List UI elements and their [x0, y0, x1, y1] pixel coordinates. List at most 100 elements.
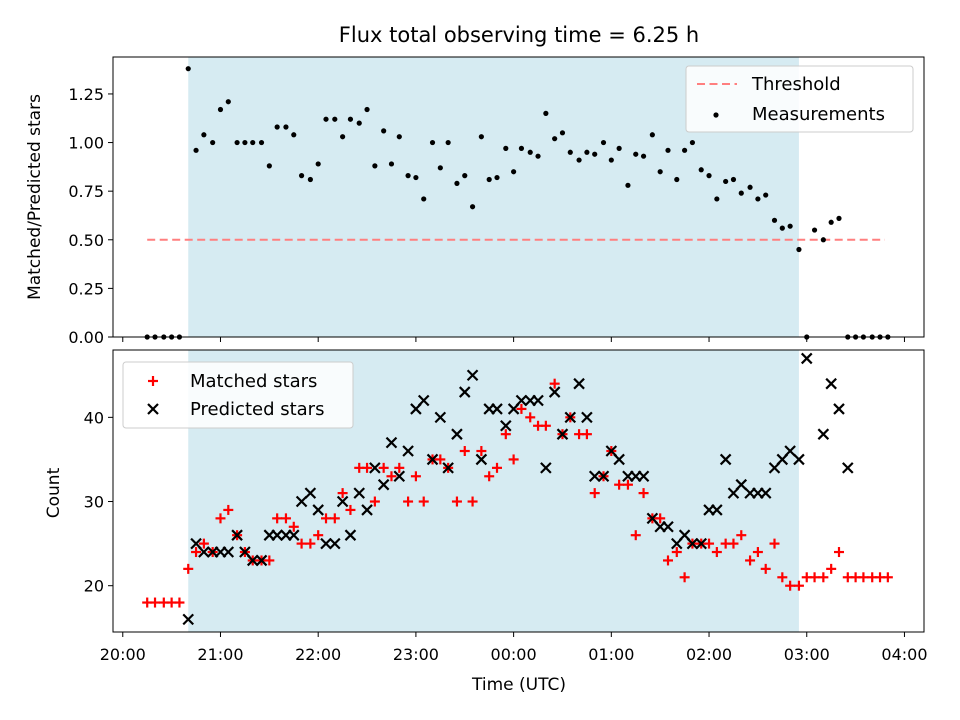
x-tick-label: 20:00 — [100, 645, 146, 664]
measurement-point — [462, 173, 468, 179]
matched-star-point — [451, 496, 462, 507]
predicted-star-point-b — [417, 394, 430, 407]
measurement-point — [266, 163, 272, 169]
predicted-star-point-b — [369, 462, 381, 474]
matched-star-point — [500, 429, 511, 440]
predicted-star-point — [711, 504, 723, 516]
top-y-tick-label: 0.00 — [68, 328, 104, 347]
chart-title: Flux total observing time = 6.25 h — [339, 23, 699, 47]
predicted-star-point-b — [198, 546, 210, 558]
predicted-star-point-b — [793, 453, 805, 466]
legend-predicted-label: Predicted stars — [190, 399, 324, 420]
predicted-star-point — [393, 470, 406, 483]
predicted-star-point — [198, 546, 210, 558]
measurement-point — [600, 139, 607, 146]
measurement-point — [527, 149, 533, 155]
measurement-point — [682, 147, 688, 153]
top-legend-box — [685, 65, 914, 133]
legend-predicted-swatch — [147, 403, 159, 415]
predicted-star-point-b — [711, 504, 723, 516]
matched-star-point — [833, 547, 844, 558]
matched-star-point — [549, 378, 560, 389]
matched-star-point — [492, 462, 503, 473]
measurement-point — [234, 139, 240, 146]
measurement-point — [347, 116, 354, 122]
predicted-star-point — [500, 419, 512, 432]
predicted-star-point-b — [255, 554, 268, 567]
predicted-star-point-b — [646, 512, 659, 525]
measurement-point — [535, 153, 541, 159]
measurement-point — [503, 145, 509, 151]
predicted-star-point — [353, 487, 366, 499]
predicted-star-point-b — [434, 411, 447, 424]
measurement-point — [543, 110, 549, 116]
predicted-star-point — [491, 403, 503, 415]
predicted-star-point-b — [556, 428, 569, 440]
predicted-star-point-b — [597, 470, 610, 483]
top-y-tick-label: 1.25 — [68, 85, 104, 104]
matched-star-point — [622, 479, 633, 490]
x-tick-label: 01:00 — [588, 645, 634, 664]
measurement-point — [511, 169, 517, 175]
predicted-star-point — [246, 554, 259, 567]
predicted-star-point — [287, 529, 300, 541]
measurement-point — [250, 139, 256, 146]
measurement-point — [771, 217, 778, 223]
predicted-star-point — [304, 487, 317, 499]
matched-star-point — [540, 420, 551, 431]
measurement-point — [210, 139, 216, 146]
legend-threshold-label: Threshold — [751, 74, 841, 95]
predicted-star-point — [759, 487, 772, 499]
measurement-point — [193, 147, 199, 153]
predicted-star-point-b — [458, 386, 471, 398]
measurement-point — [381, 128, 387, 134]
matched-star-point — [198, 538, 209, 549]
measurement-point — [567, 149, 573, 155]
x-tick-label: 03:00 — [784, 645, 830, 664]
predicted-star-point — [686, 537, 699, 550]
measurement-point — [437, 165, 443, 171]
measurement-point — [665, 147, 671, 153]
legend-predicted-swatch-b — [147, 403, 159, 415]
measurement-point — [576, 157, 582, 163]
matched-star-point — [525, 412, 536, 423]
predicted-star-point-b — [231, 529, 243, 541]
predicted-star-point — [369, 462, 381, 474]
measurement-point — [657, 169, 663, 175]
matched-star-point — [638, 488, 649, 499]
matched-star-point — [403, 496, 414, 507]
matched-star-point — [467, 496, 478, 507]
predicted-star-point-b — [287, 529, 300, 541]
bottom-legend-box — [122, 361, 354, 429]
top-y-tick-label: 0.25 — [68, 279, 104, 298]
matched-star-point — [386, 471, 397, 482]
matched-star-point — [215, 513, 226, 524]
predicted-star-point-b — [800, 352, 813, 365]
predicted-star-point-b — [613, 453, 625, 466]
measurement-point — [469, 204, 476, 210]
measurement-point — [584, 149, 590, 155]
x-tick-label: 22:00 — [295, 645, 341, 664]
predicted-star-point-b — [686, 537, 699, 550]
predicted-star-point — [695, 537, 707, 550]
measurement-point — [698, 167, 704, 173]
measurement-point — [413, 174, 419, 181]
predicted-star-point — [588, 470, 601, 483]
top-y-tick-label: 1.00 — [68, 134, 104, 153]
measurement-point — [242, 139, 248, 146]
measurement-point — [217, 106, 224, 113]
measurement-point — [730, 176, 737, 183]
matched-star-point — [264, 555, 275, 566]
predicted-star-point-b — [442, 462, 454, 474]
measurement-point — [364, 106, 370, 113]
measurement-point — [274, 124, 280, 130]
predicted-star-point-b — [329, 537, 341, 550]
matched-star-point — [745, 555, 756, 566]
predicted-star-point-b — [491, 403, 503, 415]
predicted-star-point-b — [515, 394, 528, 407]
legend-measurements-label: Measurements — [752, 104, 885, 125]
predicted-star-point-b — [466, 369, 479, 382]
predicted-star-point-b — [385, 436, 398, 449]
predicted-star-point-b — [222, 546, 235, 558]
matched-star-point — [882, 572, 893, 583]
